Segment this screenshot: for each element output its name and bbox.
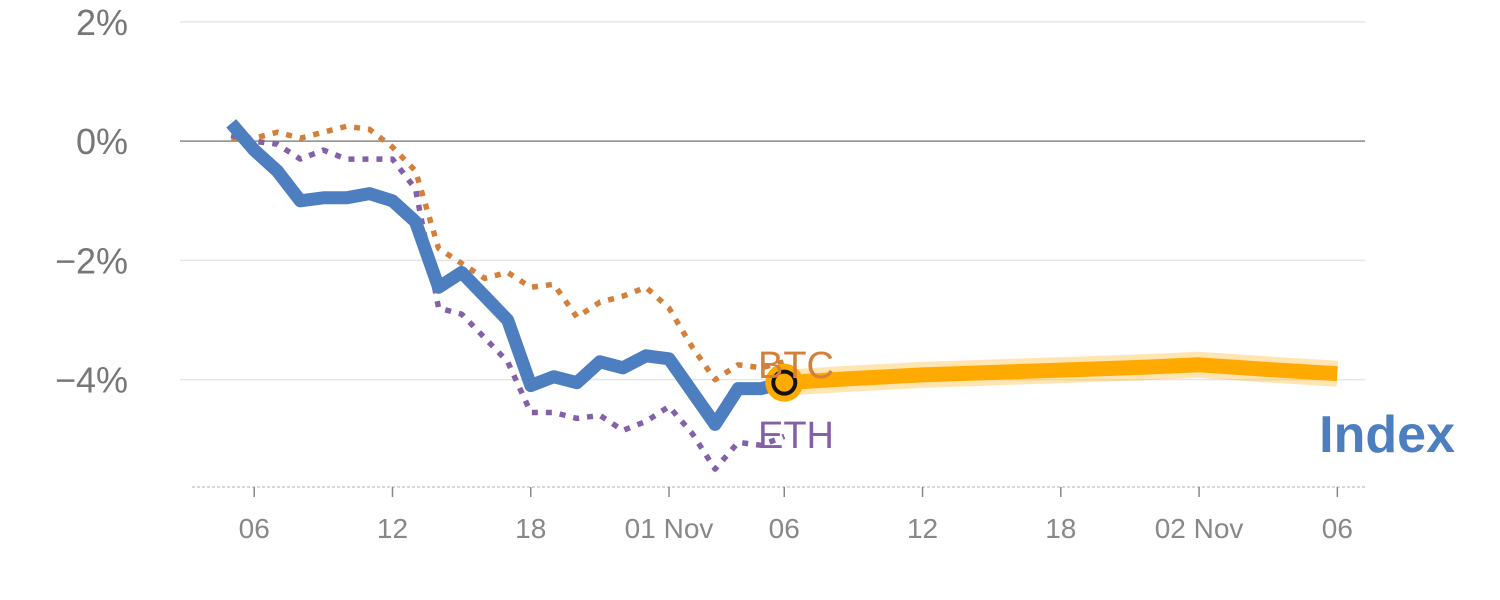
x-tick-label: 12 <box>907 513 938 544</box>
series <box>226 119 1339 472</box>
x-tick-label: 02 Nov <box>1155 513 1244 544</box>
x-tick-label: 12 <box>377 513 408 544</box>
x-tick-label: 06 <box>239 513 270 544</box>
series-label-index: Index <box>1319 406 1455 464</box>
forecast-line <box>783 357 1338 391</box>
y-tick-label: −2% <box>55 240 128 281</box>
x-axis: 06 12 18 01 Nov 06 12 18 02 Nov 06 <box>192 486 1365 544</box>
x-tick-label: 18 <box>515 513 546 544</box>
x-tick-label: 01 Nov <box>625 513 714 544</box>
series-label-btc: BTC <box>758 345 834 387</box>
series-line-eth <box>230 132 786 472</box>
current-marker <box>765 363 804 402</box>
series-label-eth: ETH <box>758 415 834 457</box>
x-tick-label: 06 <box>1322 513 1353 544</box>
y-tick-label: −4% <box>55 360 128 401</box>
series-line-index <box>226 119 786 431</box>
series-line-btc <box>231 123 785 383</box>
y-tick-label: 0% <box>76 121 128 162</box>
y-tick-label: 2% <box>76 2 128 43</box>
marker-dot <box>771 369 798 396</box>
x-tick-label: 06 <box>769 513 800 544</box>
x-tick-label: 18 <box>1045 513 1076 544</box>
y-axis: 2% 0% −2% −4% <box>55 2 128 401</box>
